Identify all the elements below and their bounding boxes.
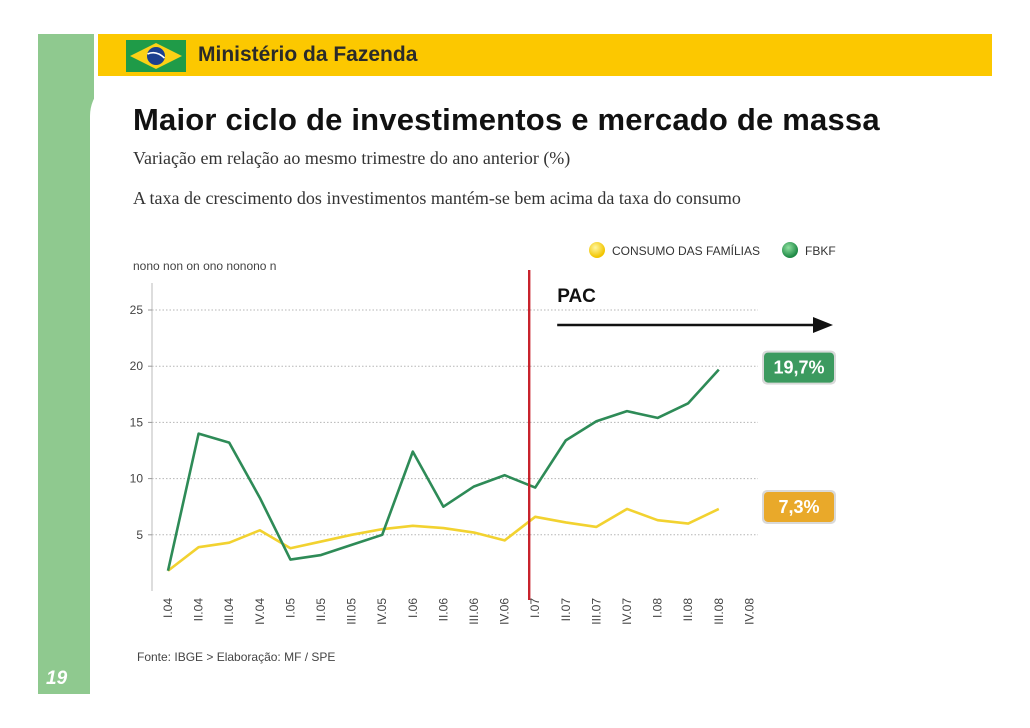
content-card	[90, 76, 1030, 728]
x-tick-label: IV.05	[375, 598, 389, 625]
callout-box	[764, 352, 834, 383]
side-band	[38, 34, 94, 694]
callout-label: 7,3%	[778, 497, 819, 517]
chart-source: Fonte: IBGE > Elaboração: MF / SPE	[137, 650, 336, 664]
legend-swatch	[782, 242, 798, 258]
x-tick-label: I.06	[406, 598, 420, 618]
x-tick-label: III.08	[712, 598, 726, 625]
x-tick-label: I.04	[161, 598, 175, 618]
series-line-fbkf	[166, 368, 720, 572]
x-tick-label: IV.04	[253, 598, 267, 625]
page-title: Maior ciclo de investimentos e mercado d…	[133, 102, 880, 137]
callout-label: 19,7%	[773, 358, 824, 378]
x-tick-label: III.06	[467, 598, 481, 625]
brazil-flag-icon	[126, 40, 186, 72]
legend-label: CONSUMO DAS FAMÍLIAS	[612, 243, 760, 258]
x-tick-label: III.04	[222, 598, 236, 625]
y-tick-label: 15	[130, 415, 144, 429]
chart-note: nono non on ono nonono n	[133, 259, 277, 273]
x-tick-label: II.08	[681, 598, 695, 622]
x-tick-label: IV.08	[742, 598, 756, 625]
pac-arrow-head	[813, 317, 833, 333]
y-tick-label: 25	[130, 303, 144, 317]
x-tick-label: II.04	[192, 598, 206, 622]
y-tick-label: 10	[130, 472, 144, 486]
chart-subtitle: Variação em relação ao mesmo trimestre d…	[133, 148, 571, 168]
x-tick-label: II.05	[314, 598, 328, 622]
slide-number: 19	[46, 668, 68, 689]
header-bar	[98, 34, 992, 76]
chart-description: A taxa de crescimento dos investimentos …	[133, 188, 741, 208]
legend-swatch	[589, 242, 605, 258]
ministry-name: Ministério da Fazenda	[198, 43, 418, 66]
y-tick-label: 5	[136, 528, 143, 542]
y-tick-label: 20	[130, 359, 144, 373]
x-tick-label: III.07	[589, 598, 603, 625]
x-tick-label: III.05	[345, 598, 359, 625]
x-tick-label: IV.06	[498, 598, 512, 625]
callout-box	[764, 491, 834, 522]
pac-label: PAC	[557, 286, 596, 307]
x-tick-label: II.07	[559, 598, 573, 622]
x-tick-label: IV.07	[620, 598, 634, 625]
legend-label: FBKF	[805, 244, 836, 258]
x-tick-label: I.05	[283, 598, 297, 618]
x-tick-label: II.06	[436, 598, 450, 622]
x-tick-label: I.07	[528, 598, 542, 618]
x-tick-label: I.08	[651, 598, 665, 618]
series-line-consumo-das-fam-lias	[167, 507, 720, 572]
